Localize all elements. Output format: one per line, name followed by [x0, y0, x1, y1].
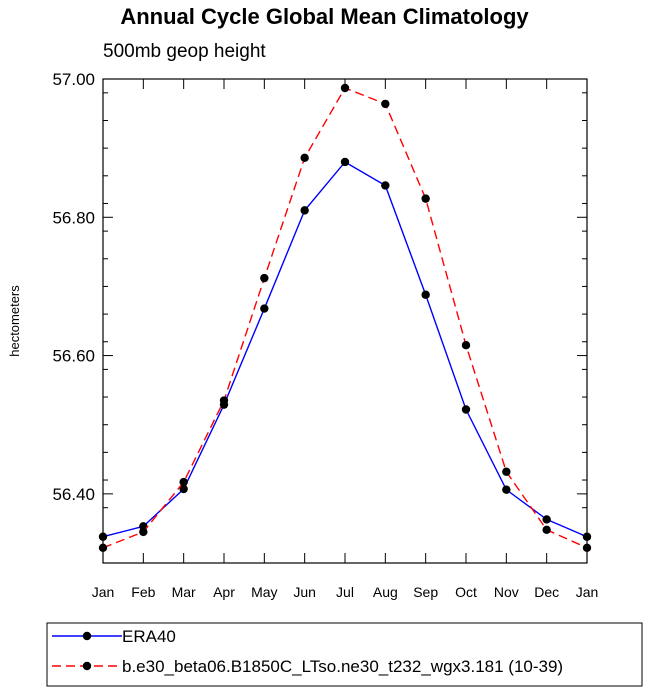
x-tick-label: May	[251, 584, 277, 600]
legend-box	[46, 622, 643, 687]
x-tick-label: Dec	[534, 584, 559, 600]
legend-marker	[82, 631, 92, 641]
legend-marker	[82, 661, 92, 671]
data-point	[502, 485, 511, 494]
legend-label: ERA40	[122, 627, 176, 646]
series-line	[102, 87, 588, 549]
x-tick-label: Sep	[413, 584, 438, 600]
series-1	[98, 157, 592, 541]
x-tick-label: Nov	[494, 584, 519, 600]
y-tick-label: 56.60	[52, 347, 95, 366]
data-point	[98, 543, 108, 552]
legend-label: b.e30_beta06.B1850C_LTso.ne30_t232_wgx3.…	[122, 657, 563, 676]
x-tick-label: Mar	[172, 584, 196, 600]
x-tick-label: Jan	[576, 584, 599, 600]
data-point	[461, 405, 471, 414]
data-point	[179, 477, 188, 487]
plot-frame	[102, 78, 588, 564]
data-point	[582, 532, 592, 541]
x-tick-label: Jul	[336, 584, 354, 600]
data-point	[381, 181, 390, 190]
series-layer	[98, 83, 592, 552]
data-point	[139, 527, 148, 537]
data-point	[542, 515, 551, 524]
data-point	[260, 273, 269, 283]
x-tick-label: Jan	[92, 584, 115, 600]
x-tick-label: Jun	[293, 584, 316, 600]
x-tick-label: Aug	[373, 584, 398, 600]
x-tick-label: Feb	[131, 584, 155, 600]
data-point	[381, 99, 390, 109]
series-line	[102, 161, 588, 538]
y-axis-label: hectometers	[7, 285, 22, 357]
data-point	[219, 396, 229, 405]
data-point	[421, 290, 430, 299]
data-point	[340, 157, 350, 167]
legend: ERA40 b.e30_beta06.B1850C_LTso.ne30_t232_…	[46, 622, 643, 687]
data-point	[340, 83, 350, 93]
axes: Jan Feb Mar Apr May Jun Jul Aug Sep Oct Nov Dec Jan 5…	[7, 70, 598, 600]
legend-item-2: b.e30_beta06.B1850C_LTso.ne30_t232_wgx3.…	[52, 657, 563, 676]
chart-subtitle: 500mb geop height	[103, 41, 266, 62]
y-tick-label: 56.40	[52, 485, 95, 504]
series-2	[98, 83, 592, 552]
data-point	[98, 532, 108, 541]
x-tick-label: Apr	[213, 584, 235, 600]
data-point	[300, 206, 309, 215]
y-tick-label: 57.00	[52, 70, 95, 89]
data-point	[582, 543, 592, 552]
data-point	[300, 153, 309, 163]
data-point	[502, 467, 511, 476]
data-point	[542, 525, 551, 535]
y-tick-label: 56.80	[52, 208, 95, 227]
data-point	[260, 304, 269, 313]
data-point	[421, 194, 430, 203]
data-point	[461, 341, 471, 350]
data-point	[179, 484, 188, 494]
legend-item-1: ERA40	[52, 627, 176, 646]
x-tick-label: Oct	[455, 584, 477, 600]
chart-title: Annual Cycle Global Mean Climatology	[120, 4, 529, 29]
